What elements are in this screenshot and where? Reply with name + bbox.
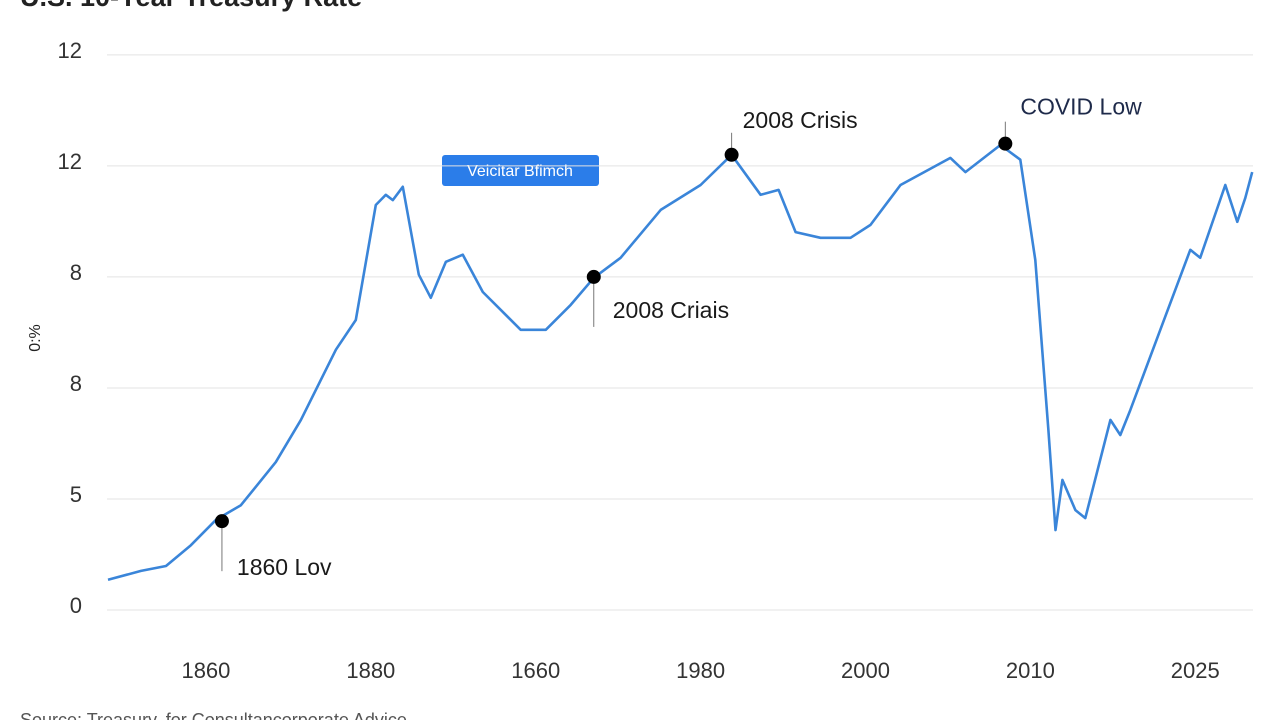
annotation-point: [586, 269, 601, 284]
y-tick-label: 12: [58, 38, 82, 63]
y-tick-label: 12: [58, 149, 82, 174]
x-tick-label: 2010: [1006, 658, 1055, 683]
annotation-label: 1860 Lov: [237, 554, 332, 580]
x-tick-label: 2000: [841, 658, 890, 683]
chart-title: U.S. 10-Year Treasury Rate: [20, 0, 362, 12]
data-line: [107, 143, 1254, 582]
x-tick-label: 1660: [511, 658, 560, 683]
annotation-label: 2008 Criais: [613, 297, 729, 323]
badge-label: Veicitar Bfimch: [467, 163, 573, 180]
source-note: Source: Treasury, for Consultancorporate…: [20, 710, 407, 720]
x-tick-label: 1980: [676, 658, 725, 683]
x-tick-label: 2025: [1171, 658, 1220, 683]
y-tick-label: 8: [70, 371, 82, 396]
annotation-point: [724, 147, 739, 162]
annotation-label: 2008 Crisis: [743, 107, 858, 133]
y-axis-label: 0:%: [27, 324, 44, 352]
annotation-point: [998, 136, 1013, 151]
annotation-point: [214, 514, 229, 529]
x-tick-label: 1880: [346, 658, 395, 683]
y-tick-label: 5: [70, 482, 82, 507]
y-tick-label: 8: [70, 260, 82, 285]
badge: [442, 155, 599, 186]
y-tick-label: 0: [70, 593, 82, 618]
annotation-label: COVID Low: [1020, 94, 1142, 120]
x-tick-label: 1860: [181, 658, 230, 683]
